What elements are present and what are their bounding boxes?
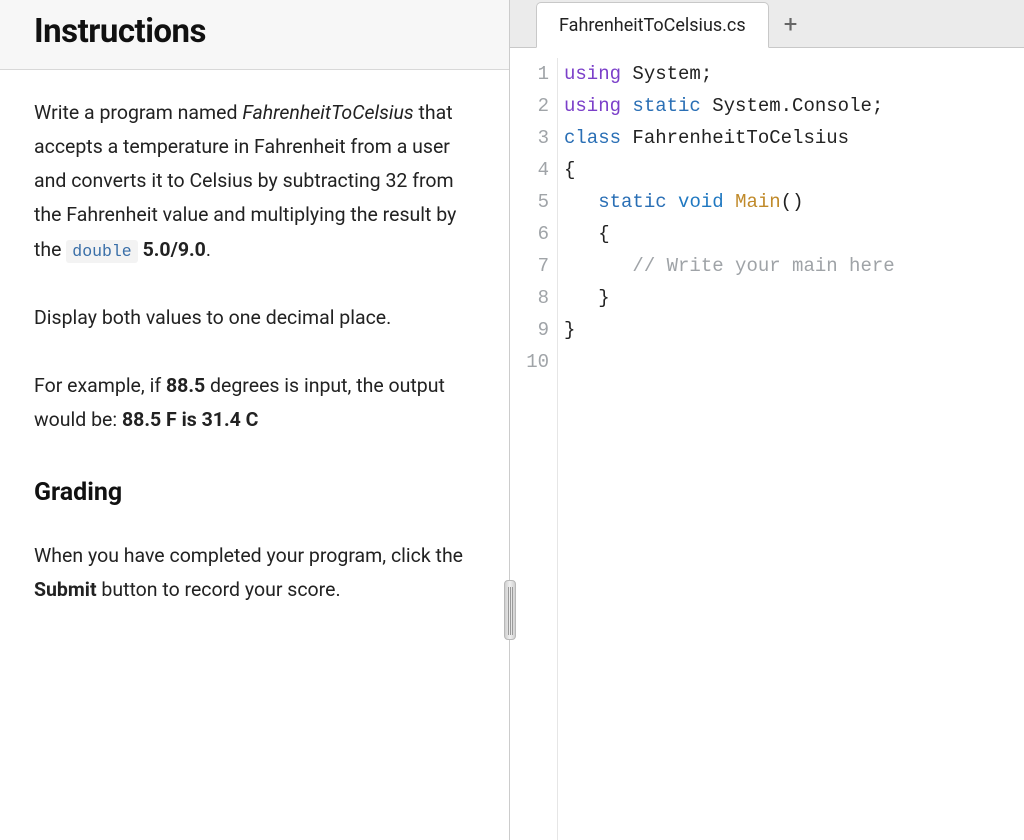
- line-number: 2: [510, 90, 549, 122]
- code-line: static void Main(): [564, 186, 1024, 218]
- program-name-italic: FahrenheitToCelsius: [242, 101, 413, 124]
- instructions-panel: Instructions Write a program named Fahre…: [0, 0, 510, 840]
- app-container: Instructions Write a program named Fahre…: [0, 0, 1024, 840]
- text: Write a program named: [34, 101, 242, 124]
- tab-bar: FahrenheitToCelsius.cs +: [510, 0, 1024, 48]
- text: For example, if: [34, 374, 166, 397]
- instructions-header: Instructions: [0, 0, 509, 70]
- text: that accepts a temperature in Fahrenheit…: [34, 101, 456, 261]
- plus-icon: +: [784, 10, 798, 38]
- line-number: 3: [510, 122, 549, 154]
- example-output-bold: 88.5 F is 31.4 C: [122, 408, 258, 431]
- code-area[interactable]: using System;using static System.Console…: [558, 58, 1024, 840]
- editor-panel: FahrenheitToCelsius.cs + 12345678910 usi…: [510, 0, 1024, 840]
- line-number: 4: [510, 154, 549, 186]
- add-tab-button[interactable]: +: [769, 0, 813, 47]
- ratio-bold: 5.0/9.0: [143, 238, 206, 261]
- line-number: 1: [510, 58, 549, 90]
- panel-resize-handle[interactable]: [504, 580, 516, 640]
- file-tab-label: FahrenheitToCelsius.cs: [559, 15, 746, 36]
- code-line: using static System.Console;: [564, 90, 1024, 122]
- text: button to record your score.: [97, 578, 341, 601]
- instructions-p3: For example, if 88.5 degrees is input, t…: [34, 369, 475, 437]
- inline-code-chip: double: [66, 240, 137, 263]
- line-number: 10: [510, 346, 549, 378]
- line-number: 8: [510, 282, 549, 314]
- line-number: 5: [510, 186, 549, 218]
- text: .: [206, 238, 211, 261]
- instructions-p4: When you have completed your program, cl…: [34, 539, 475, 607]
- line-number: 7: [510, 250, 549, 282]
- code-editor[interactable]: 12345678910 using System;using static Sy…: [510, 48, 1024, 840]
- line-number: 6: [510, 218, 549, 250]
- grading-heading: Grading: [34, 471, 475, 515]
- code-line: }: [564, 282, 1024, 314]
- code-line: {: [564, 154, 1024, 186]
- instructions-body: Write a program named FahrenheitToCelsiu…: [0, 70, 509, 641]
- code-line: {: [564, 218, 1024, 250]
- code-line: // Write your main here: [564, 250, 1024, 282]
- instructions-p1: Write a program named FahrenheitToCelsiu…: [34, 96, 475, 267]
- text: When you have completed your program, cl…: [34, 544, 463, 567]
- line-number-gutter: 12345678910: [510, 58, 558, 840]
- submit-word-bold: Submit: [34, 578, 97, 601]
- code-line: class FahrenheitToCelsius: [564, 122, 1024, 154]
- instructions-p2: Display both values to one decimal place…: [34, 301, 475, 335]
- code-line: [564, 346, 1024, 378]
- file-tab-active[interactable]: FahrenheitToCelsius.cs: [536, 2, 769, 48]
- code-line: using System;: [564, 58, 1024, 90]
- instructions-title: Instructions: [34, 12, 475, 51]
- code-line: }: [564, 314, 1024, 346]
- line-number: 9: [510, 314, 549, 346]
- example-input-bold: 88.5: [166, 374, 205, 397]
